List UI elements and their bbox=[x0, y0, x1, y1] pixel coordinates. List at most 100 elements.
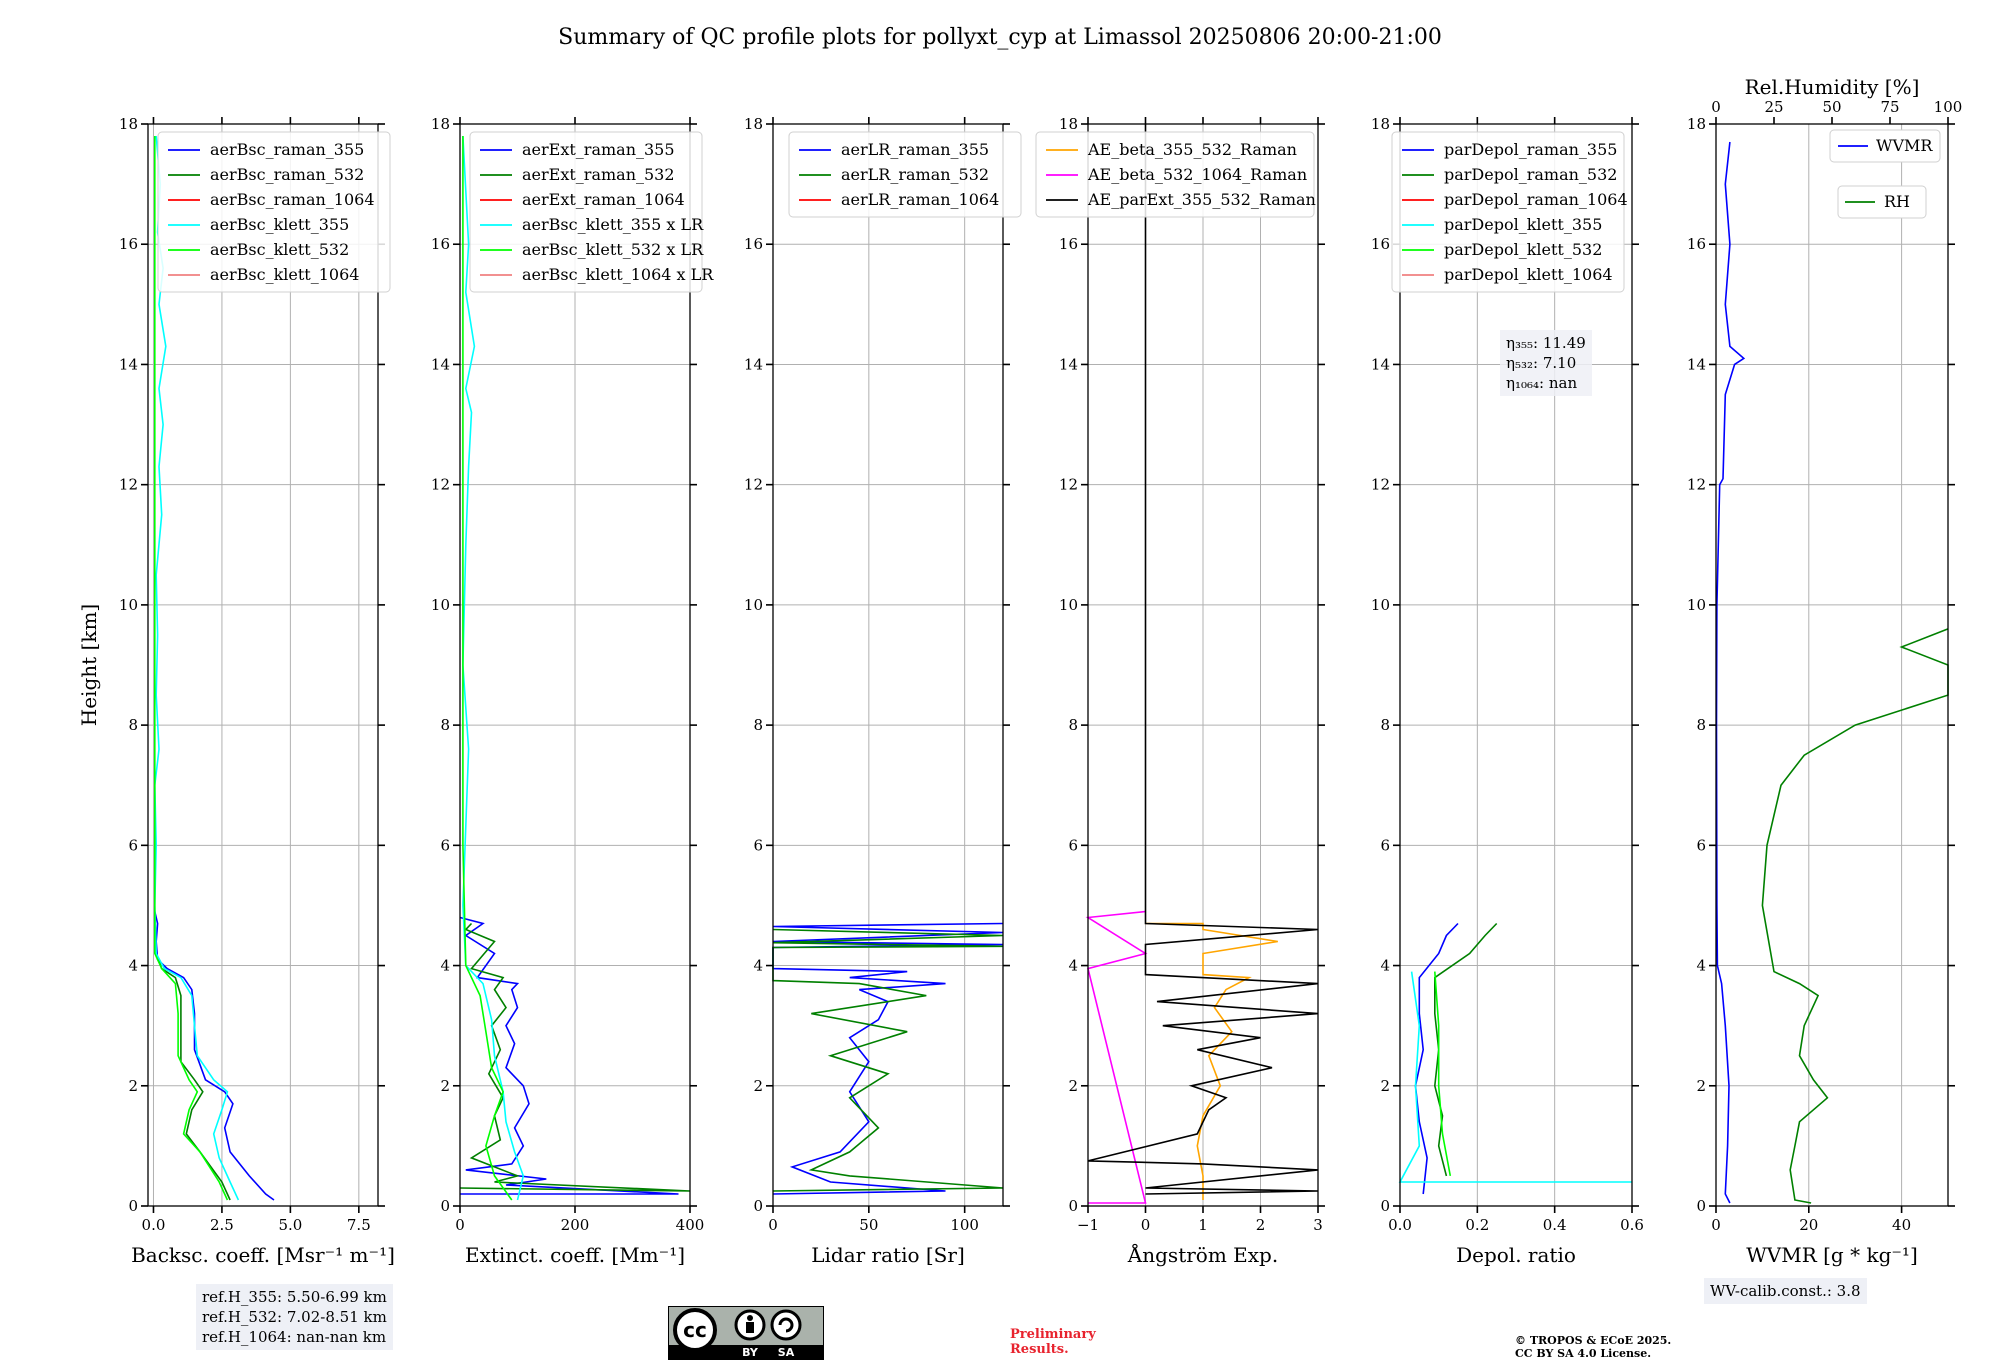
y-tick-label: 12 bbox=[1059, 476, 1078, 494]
axes-frame bbox=[772, 123, 1004, 1207]
series-line-aerExt_raman_532 bbox=[459, 922, 691, 1192]
y-tick-label: 2 bbox=[1068, 1077, 1078, 1095]
y-tick-label: 6 bbox=[1380, 836, 1390, 854]
cc-by-text: BY bbox=[742, 1346, 759, 1359]
cc-icon bbox=[673, 1308, 717, 1352]
y-tick-label: 8 bbox=[1380, 716, 1390, 734]
series-line-AE_parExt_355_532_Raman bbox=[1087, 124, 1319, 1195]
x-tick-label: 0 bbox=[1711, 1216, 1721, 1234]
y-tick-label: 18 bbox=[1371, 115, 1390, 133]
cc-by-sa-logo: cc BY SA bbox=[668, 1306, 824, 1360]
y-axis-label: Height [km] bbox=[77, 604, 101, 726]
y-tick-label: 18 bbox=[1687, 115, 1706, 133]
legend-label: aerBsc_raman_1064 bbox=[210, 190, 375, 209]
eta-532-label: η₅₃₂: 7.10 bbox=[1506, 354, 1577, 372]
series-line-parDepol_raman_355 bbox=[1414, 922, 1459, 1195]
y-tick-label: 12 bbox=[1371, 476, 1390, 494]
top-x-tick-label: 0 bbox=[1711, 98, 1721, 116]
y-tick-label: 4 bbox=[1696, 957, 1706, 975]
x-tick-label: 0 bbox=[1141, 1216, 1151, 1234]
copyright-line2: CC BY SA 4.0 License. bbox=[1515, 1347, 1652, 1360]
legend-label: aerLR_raman_532 bbox=[841, 165, 989, 184]
y-tick-label: 8 bbox=[1696, 716, 1706, 734]
top-x-tick-label: 75 bbox=[1880, 98, 1899, 116]
y-tick-label: 6 bbox=[128, 836, 138, 854]
y-tick-label: 6 bbox=[1696, 836, 1706, 854]
legend-label: parDepol_klett_355 bbox=[1444, 215, 1602, 234]
preliminary-line1: Preliminary bbox=[1010, 1327, 1096, 1342]
legend-label: aerBsc_klett_355 x LR bbox=[522, 215, 704, 234]
legend-label: AE_beta_355_532_Raman bbox=[1087, 140, 1297, 159]
x-tick-label: 0 bbox=[455, 1216, 465, 1234]
y-tick-label: 6 bbox=[753, 836, 763, 854]
panel-5: 0 2 4 6 8 10 12 14 16 18 0.0 0.2 0.4 0.6 Depol. ratio p… bbox=[1371, 115, 1644, 1267]
y-tick-label: 4 bbox=[440, 957, 450, 975]
legend-label: aerBsc_klett_532 x LR bbox=[522, 240, 704, 259]
y-tick-label: 16 bbox=[431, 235, 450, 253]
x-tick-label: 50 bbox=[859, 1216, 878, 1234]
y-tick-label: 12 bbox=[431, 476, 450, 494]
legend-label: aerExt_raman_355 bbox=[522, 140, 675, 159]
legend-label: RH bbox=[1884, 192, 1910, 211]
series-line-AE_beta_355_532_Raman bbox=[1145, 922, 1278, 1200]
y-tick-label: 16 bbox=[744, 235, 763, 253]
series-line-aerBsc_raman_532 bbox=[155, 953, 231, 1201]
panel-2: 0 2 4 6 8 10 12 14 16 18 0 200 400 Extinct. coeff. [M… bbox=[431, 115, 714, 1267]
y-tick-label: 8 bbox=[440, 716, 450, 734]
legend-label: AE_parExt_355_532_Raman bbox=[1087, 190, 1316, 209]
series-line-parDepol_klett_532 bbox=[1434, 971, 1452, 1177]
x-tick-label: 400 bbox=[676, 1216, 705, 1234]
x-tick-label: 0.0 bbox=[142, 1216, 166, 1234]
y-tick-label: 18 bbox=[119, 115, 138, 133]
y-tick-label: 2 bbox=[753, 1077, 763, 1095]
legend-label: parDepol_raman_355 bbox=[1444, 140, 1617, 159]
x-tick-label: 0.6 bbox=[1620, 1216, 1644, 1234]
refh-355-label: ref.H_355: 5.50-6.99 km bbox=[202, 1288, 387, 1306]
legend-box-rh bbox=[1837, 185, 1927, 219]
axes-frame bbox=[1715, 123, 1949, 1207]
legend-box bbox=[1035, 131, 1315, 218]
series-line-AE_beta_532_1064_Raman bbox=[1085, 910, 1148, 1204]
y-tick-label: 4 bbox=[128, 957, 138, 975]
series-line-parDepol_raman_532 bbox=[1433, 922, 1498, 1177]
legend-label: aerBsc_klett_532 bbox=[210, 240, 349, 259]
series-line-parDepol_klett_355 bbox=[1398, 971, 1632, 1183]
y-tick-label: 8 bbox=[753, 716, 763, 734]
x-axis-label: Ångström Exp. bbox=[1127, 1242, 1278, 1267]
y-tick-label: 14 bbox=[1687, 355, 1706, 373]
legend-label: parDepol_klett_532 bbox=[1444, 240, 1602, 259]
y-tick-label: 0 bbox=[440, 1197, 450, 1215]
eta-355-label: η₃₅₅: 11.49 bbox=[1506, 334, 1586, 352]
copyright-line1: © TROPOS & ECoE 2025. bbox=[1515, 1334, 1672, 1347]
legend-label: WVMR bbox=[1876, 136, 1933, 155]
preliminary-note: Preliminary Results. bbox=[1010, 1327, 1096, 1357]
axes-frame bbox=[147, 123, 379, 1207]
y-tick-label: 10 bbox=[1371, 596, 1390, 614]
top-x-tick-label: 100 bbox=[1934, 98, 1963, 116]
legend-label: aerBsc_klett_355 bbox=[210, 215, 349, 234]
x-tick-label: 200 bbox=[561, 1216, 590, 1234]
series-line-aerBsc_klett_532 bbox=[154, 136, 229, 1201]
series-line-aerBsc_klett_355 bbox=[153, 135, 240, 1201]
x-axis-label: Backsc. coeff. [Msr⁻¹ m⁻¹] bbox=[131, 1243, 395, 1267]
wv-calibration-box: WV-calib.const.: 3.8 bbox=[1704, 1278, 1867, 1304]
y-tick-label: 2 bbox=[128, 1077, 138, 1095]
y-tick-label: 14 bbox=[744, 355, 763, 373]
y-tick-label: 0 bbox=[1380, 1197, 1390, 1215]
x-tick-label: 0.4 bbox=[1543, 1216, 1567, 1234]
y-tick-label: 0 bbox=[753, 1197, 763, 1215]
series-line-aerBsc_klett_355 x LR bbox=[462, 135, 525, 1201]
figure-title: Summary of QC profile plots for pollyxt_… bbox=[558, 25, 1442, 50]
y-tick-label: 2 bbox=[1380, 1077, 1390, 1095]
y-tick-label: 8 bbox=[1068, 716, 1078, 734]
x-tick-label: 40 bbox=[1892, 1216, 1911, 1234]
legend-label: aerBsc_klett_1064 bbox=[210, 265, 359, 284]
y-tick-label: 16 bbox=[1371, 235, 1390, 253]
x-axis-label: Lidar ratio [Sr] bbox=[811, 1243, 965, 1267]
legend-box bbox=[1391, 131, 1625, 293]
x-axis-label: Extinct. coeff. [Mm⁻¹] bbox=[465, 1243, 685, 1267]
x-tick-label: 2.5 bbox=[210, 1216, 234, 1234]
x-tick-label: 0.0 bbox=[1388, 1216, 1412, 1234]
legend-label: aerBsc_raman_532 bbox=[210, 165, 364, 184]
